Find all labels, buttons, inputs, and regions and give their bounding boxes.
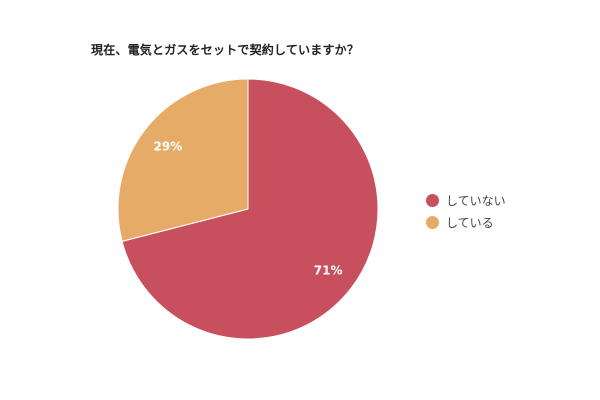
legend-label-not-contracted: していない [446,193,506,208]
slice-label-not-contracted: 71% [314,264,343,278]
legend-item-not-contracted[interactable]: していない [426,189,506,211]
slice-contracted[interactable] [117,78,249,242]
legend-item-contracted[interactable]: している [426,211,506,233]
slice-label-contracted: 29% [154,139,183,153]
legend-label-contracted: している [446,215,494,230]
slice-not-contracted[interactable] [121,78,379,340]
legend-swatch-contracted [426,215,439,229]
legend-swatch-not-contracted [426,193,439,207]
chart-title: 現在、電気とガスをセットで契約していますか？ [91,43,360,57]
legend: していない している [426,189,506,233]
